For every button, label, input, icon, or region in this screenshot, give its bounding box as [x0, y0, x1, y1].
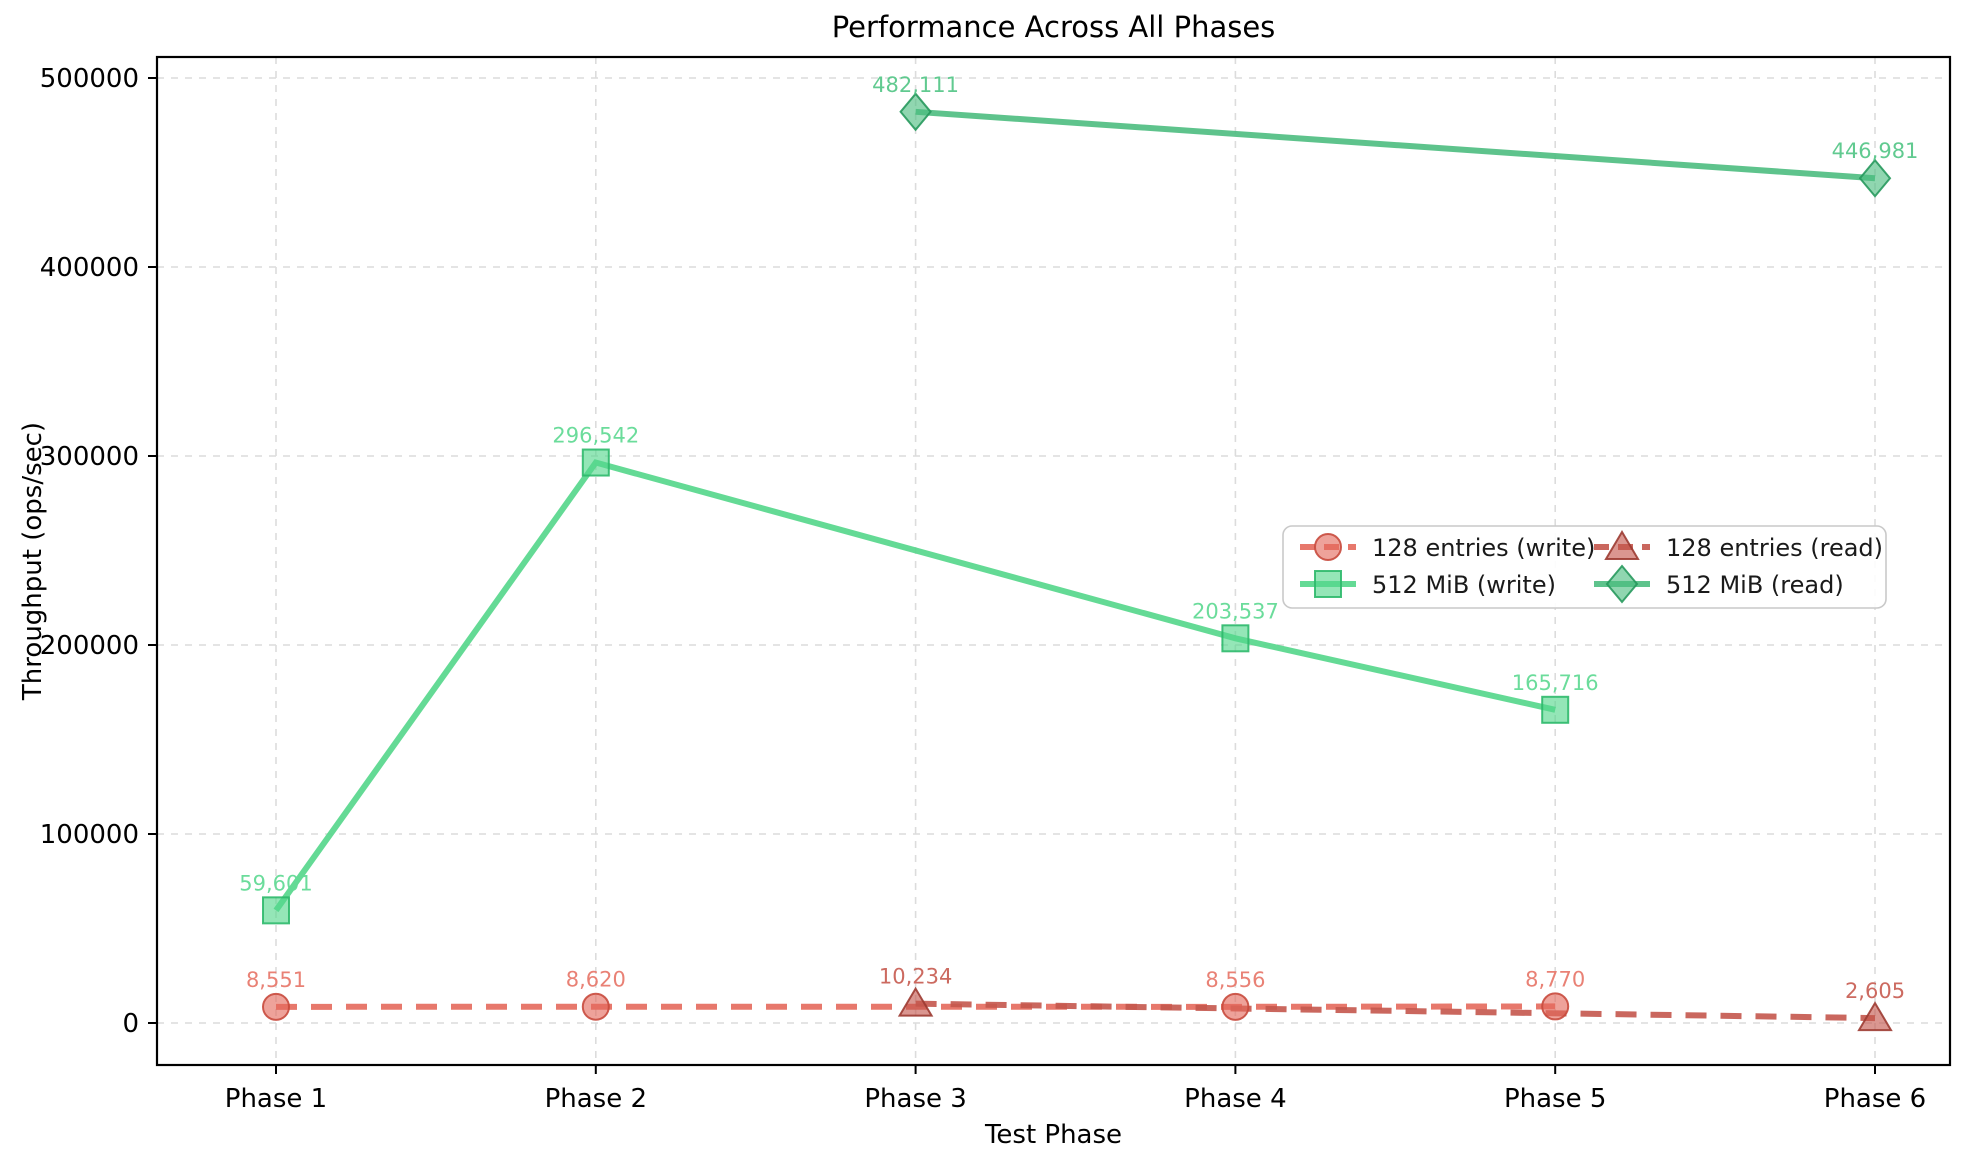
y-tick-label: 300000 [40, 442, 139, 472]
x-tick-label: Phase 5 [1504, 1084, 1606, 1114]
y-tick-label: 200000 [40, 631, 139, 661]
marker-512-mib-write--phase-5 [1541, 695, 1570, 724]
y-tick-label: 0 [122, 1009, 139, 1039]
data-label: 8,770 [1525, 967, 1585, 991]
legend-label: 512 MiB (read) [1666, 571, 1844, 599]
y-tick-label: 400000 [40, 253, 139, 283]
x-tick-label: Phase 6 [1824, 1084, 1926, 1114]
legend-label: 128 entries (read) [1666, 534, 1883, 562]
marker-128-entries-read--phase-6 [1857, 1001, 1893, 1032]
marker-512-mib-read--phase-6 [1858, 158, 1892, 198]
legend-marker-diamond-icon [1605, 564, 1639, 604]
x-tick-label: Phase 4 [1184, 1084, 1286, 1114]
marker-512-mib-write--phase-2 [581, 448, 610, 477]
legend-box [1282, 525, 1887, 609]
x-tick-label: Phase 3 [864, 1084, 966, 1114]
data-label: 8,551 [246, 968, 306, 992]
data-label: 165,716 [1512, 671, 1599, 695]
data-label: 8,556 [1205, 968, 1265, 992]
marker-128-entries-write--phase-2 [581, 992, 610, 1021]
marker-512-mib-read--phase-3 [899, 92, 932, 132]
data-label: 482,111 [872, 73, 959, 97]
legend-label: 128 entries (write) [1372, 534, 1595, 562]
marker-128-entries-read--phase-3 [897, 986, 934, 1017]
marker-128-entries-write--phase-5 [1541, 992, 1570, 1021]
marker-128-entries-write--phase-1 [262, 992, 290, 1021]
chart-title: Performance Across All Phases [831, 10, 1276, 44]
legend-marker-triangle-icon [1604, 530, 1640, 560]
legend-marker-circle-icon [1314, 533, 1342, 561]
data-label: 8,620 [566, 968, 626, 992]
y-tick-label: 500000 [40, 64, 139, 94]
data-label: 10,234 [879, 965, 952, 989]
x-tick-label: Phase 1 [225, 1084, 327, 1114]
series-line-128-entries-read- [915, 1000, 1876, 1022]
x-axis-label: Test Phase [984, 1120, 1123, 1150]
x-tick-label: Phase 2 [545, 1084, 647, 1114]
marker-128-entries-write--phase-4 [1221, 992, 1250, 1021]
series-line-512-mib-read- [915, 108, 1876, 182]
data-label: 2,605 [1845, 979, 1905, 1003]
series-line-512-mib-write- [273, 459, 1556, 913]
data-label: 296,542 [552, 424, 639, 448]
marker-512-mib-write--phase-4 [1221, 624, 1250, 653]
data-label: 446,981 [1832, 139, 1919, 163]
y-tick-label: 100000 [40, 820, 139, 850]
marker-512-mib-write--phase-1 [262, 896, 290, 925]
data-label: 203,537 [1192, 599, 1279, 623]
legend-marker-square-icon [1314, 570, 1342, 598]
legend-label: 512 MiB (write) [1372, 571, 1556, 599]
data-label: 59,601 [239, 871, 312, 895]
plot-border [155, 55, 1952, 1067]
